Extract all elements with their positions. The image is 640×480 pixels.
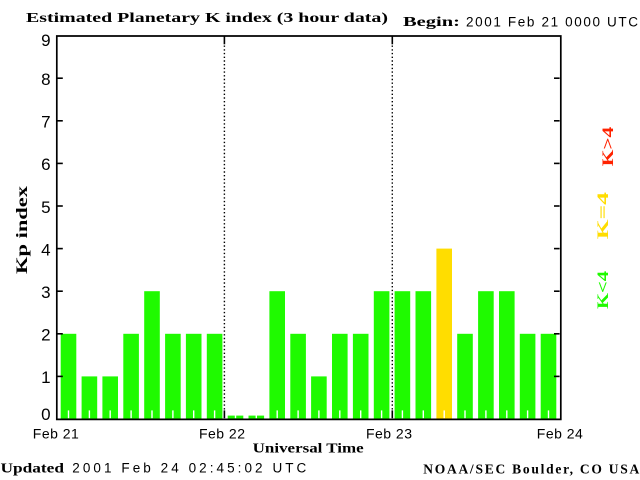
svg-text:4: 4 [41,240,50,259]
svg-text:Updated: Updated [1,460,65,475]
svg-text:K=4: K=4 [595,192,612,239]
svg-text:8: 8 [41,70,50,89]
svg-text:Kp index: Kp index [14,186,31,274]
svg-text:K>4: K>4 [600,127,617,167]
svg-text:NOAA/SEC Boulder, CO USA: NOAA/SEC Boulder, CO USA [423,461,639,476]
svg-text:Feb 22: Feb 22 [199,425,245,441]
svg-text:6: 6 [41,155,50,174]
svg-text:5: 5 [41,198,50,217]
svg-text:7: 7 [41,113,50,132]
svg-text:9: 9 [41,31,50,50]
svg-text:Feb 21: Feb 21 [33,425,79,441]
svg-text:3: 3 [41,283,50,302]
svg-text:Begin:: Begin: [403,14,460,29]
svg-text:2: 2 [41,326,50,345]
svg-text:1: 1 [41,368,50,387]
svg-text:K<4: K<4 [595,271,612,309]
svg-text:0: 0 [41,405,50,424]
svg-text:Estimated Planetary K index (3: Estimated Planetary K index (3 hour data… [26,10,388,25]
svg-text:Feb 24: Feb 24 [537,425,583,441]
svg-text:Feb 23: Feb 23 [366,425,412,441]
svg-text:Universal Time: Universal Time [253,441,364,456]
svg-text:2001 Feb 21 0000 UTC: 2001 Feb 21 0000 UTC [466,14,638,29]
